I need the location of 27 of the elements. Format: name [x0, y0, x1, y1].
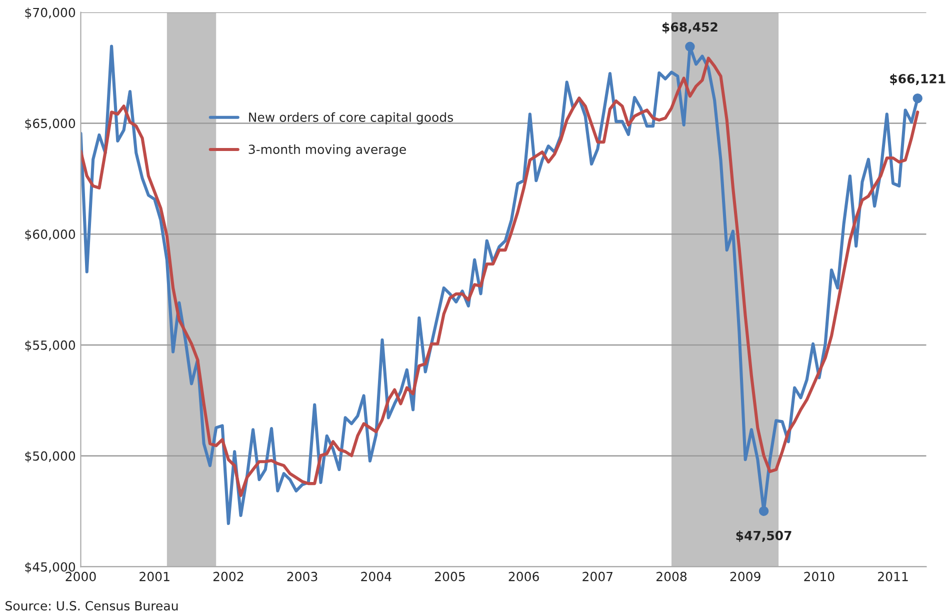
y-tick-label: $45,000	[25, 562, 76, 574]
source-note: Source: U.S. Census Bureau	[6, 601, 178, 610]
y-tick-label: $60,000	[25, 229, 76, 241]
point	[912, 93, 922, 104]
x-tick-label: 2006	[508, 572, 539, 582]
x-tick-label: 2011	[878, 572, 908, 582]
x-tick-label: 2010	[804, 572, 834, 582]
annotation: $47,507	[736, 530, 792, 542]
annotation: $68,452	[662, 22, 718, 34]
y-tick-label: $50,000	[25, 451, 76, 462]
point	[758, 506, 769, 516]
x-tick-label: 2007	[582, 572, 612, 582]
x-tick-label: 2000	[66, 572, 96, 582]
x-tick-label: 2005	[434, 572, 465, 582]
y-tick-label: $70,000	[25, 8, 76, 19]
y-tick-label: $55,000	[25, 340, 76, 352]
x-tick-label: 2008	[656, 572, 687, 582]
y-tick-label: $65,000	[25, 118, 76, 130]
annotation: $66,121	[890, 74, 946, 86]
x-tick-label: 2004	[361, 572, 392, 582]
legend-label: 3-month moving average	[248, 144, 406, 156]
x-tick-label: 2009	[730, 572, 760, 582]
x-tick-label: 2001	[140, 572, 170, 582]
x-tick-label: 2002	[213, 572, 244, 582]
point	[685, 42, 695, 52]
x-tick-label: 2003	[287, 572, 318, 582]
legend-label: New orders of core capital goods	[249, 112, 454, 124]
